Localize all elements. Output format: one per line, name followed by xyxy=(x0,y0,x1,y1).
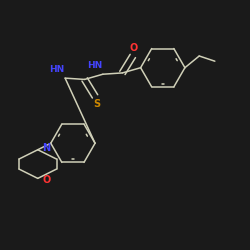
Text: HN: HN xyxy=(49,65,64,74)
Text: N: N xyxy=(42,144,50,154)
Text: O: O xyxy=(42,175,51,185)
Text: O: O xyxy=(130,43,138,53)
Text: S: S xyxy=(93,100,100,110)
Text: HN: HN xyxy=(87,61,102,70)
